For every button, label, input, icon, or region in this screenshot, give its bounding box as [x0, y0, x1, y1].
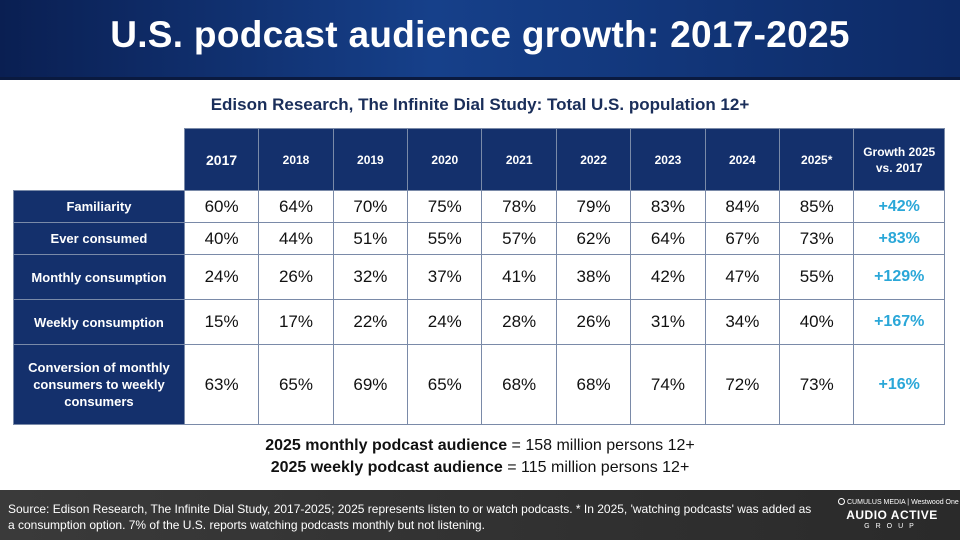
- table-row: Weekly consumption 15% 17% 22% 24% 28% 26% 31% 3…: [13, 299, 945, 345]
- value-cell: 47%: [704, 254, 781, 300]
- column-header: 2021: [481, 128, 557, 191]
- source-note: Source: Edison Research, The Infinite Di…: [8, 502, 812, 532]
- logo-partners: CUMULUS MEDIA | Westwood One: [838, 498, 959, 506]
- value-cell: 79%: [555, 190, 632, 223]
- growth-cell: +129%: [853, 254, 945, 300]
- value-cell: 84%: [704, 190, 781, 223]
- logo-sub-text: GROUP: [864, 523, 920, 530]
- value-cell: 24%: [407, 299, 483, 345]
- audio-active-group-logo: CUMULUS MEDIA | Westwood One AUDIO ACTIV…: [832, 498, 959, 534]
- growth-cell: +42%: [853, 190, 945, 223]
- value-cell: 31%: [630, 299, 706, 345]
- table-row: Monthly consumption 24% 26% 32% 37% 41% 38% 42%…: [13, 254, 945, 300]
- column-header: 2025*: [779, 128, 855, 191]
- value-cell: 34%: [704, 299, 781, 345]
- value-cell: 41%: [481, 254, 557, 300]
- row-label: Ever consumed: [13, 222, 185, 255]
- column-header: 2020: [407, 128, 483, 191]
- value-cell: 64%: [630, 222, 706, 255]
- audience-notes: 2025 monthly podcast audience = 158 mill…: [0, 435, 960, 479]
- weekly-audience-note: 2025 weekly podcast audience = 115 milli…: [0, 457, 960, 479]
- page-title: U.S. podcast audience growth: 2017-2025: [110, 14, 850, 55]
- value-cell: 83%: [630, 190, 706, 223]
- value-cell: 32%: [332, 254, 409, 300]
- value-cell: 17%: [258, 299, 334, 345]
- value-cell: 74%: [630, 344, 706, 425]
- value-cell: 75%: [407, 190, 483, 223]
- value-cell: 60%: [183, 190, 260, 223]
- monthly-audience-value: = 158 million persons 12+: [507, 437, 695, 454]
- value-cell: 73%: [779, 344, 855, 425]
- value-cell: 65%: [407, 344, 483, 425]
- data-table: 2017 2018 2019 2020 2021 2022 2023 2024 …: [13, 128, 945, 425]
- corner-cell: [14, 129, 185, 191]
- value-cell: 68%: [481, 344, 557, 425]
- weekly-audience-value: = 115 million persons 12+: [502, 459, 690, 476]
- row-label: Familiarity: [13, 190, 185, 223]
- value-cell: 73%: [779, 222, 855, 255]
- value-cell: 40%: [779, 299, 855, 345]
- value-cell: 67%: [704, 222, 781, 255]
- value-cell: 28%: [481, 299, 557, 345]
- value-cell: 85%: [779, 190, 855, 223]
- value-cell: 78%: [481, 190, 557, 223]
- logo-westwood-text: Westwood One: [911, 499, 959, 506]
- value-cell: 40%: [183, 222, 260, 255]
- value-cell: 22%: [332, 299, 409, 345]
- header-row: 2017 2018 2019 2020 2021 2022 2023 2024 …: [14, 128, 945, 191]
- logo-main-text: AUDIO ACTIVE: [846, 508, 938, 522]
- growth-cell: +83%: [853, 222, 945, 255]
- value-cell: 26%: [555, 299, 632, 345]
- column-header: 2022: [555, 128, 632, 191]
- value-cell: 70%: [332, 190, 409, 223]
- monthly-audience-note: 2025 monthly podcast audience = 158 mill…: [0, 435, 960, 457]
- value-cell: 15%: [183, 299, 260, 345]
- value-cell: 69%: [332, 344, 409, 425]
- column-header: 2024: [704, 128, 781, 191]
- column-header: 2018: [258, 128, 334, 191]
- weekly-audience-label: 2025 weekly podcast audience: [270, 459, 503, 476]
- value-cell: 57%: [481, 222, 557, 255]
- table-row: Familiarity 60% 64% 70% 75% 78% 79% 83% 84% 85% +4…: [13, 190, 945, 223]
- value-cell: 37%: [407, 254, 483, 300]
- growth-cell: +16%: [853, 344, 945, 425]
- column-header: 2023: [630, 128, 706, 191]
- value-cell: 38%: [555, 254, 632, 300]
- column-header: 2019: [332, 128, 409, 191]
- logo-cumulus-text: CUMULUS MEDIA: [847, 499, 906, 506]
- value-cell: 44%: [258, 222, 334, 255]
- value-cell: 55%: [407, 222, 483, 255]
- value-cell: 65%: [258, 344, 334, 425]
- value-cell: 51%: [332, 222, 409, 255]
- value-cell: 55%: [779, 254, 855, 300]
- row-label: Monthly consumption: [13, 254, 185, 300]
- table-row: Ever consumed 40% 44% 51% 55% 57% 62% 64% 67% 73%…: [13, 222, 945, 255]
- row-label: Weekly consumption: [13, 299, 185, 345]
- value-cell: 63%: [183, 344, 260, 425]
- table-subtitle: Edison Research, The Infinite Dial Study…: [210, 95, 750, 114]
- growth-column-header: Growth 2025 vs. 2017: [853, 128, 945, 191]
- table-row: Conversion of monthly consumers to weekl…: [13, 344, 945, 425]
- footer-bar: Source: Edison Research, The Infinite Di…: [0, 490, 960, 540]
- title-banner: U.S. podcast audience growth: 2017-2025: [0, 0, 960, 80]
- cumulus-icon: [838, 498, 845, 505]
- value-cell: 64%: [258, 190, 334, 223]
- value-cell: 68%: [555, 344, 632, 425]
- monthly-audience-label: 2025 monthly podcast audience: [265, 437, 508, 454]
- growth-cell: +167%: [853, 299, 945, 345]
- column-header: 2017: [183, 128, 260, 191]
- row-label: Conversion of monthly consumers to weekl…: [13, 344, 185, 425]
- value-cell: 26%: [258, 254, 334, 300]
- value-cell: 42%: [630, 254, 706, 300]
- value-cell: 24%: [183, 254, 260, 300]
- value-cell: 72%: [704, 344, 781, 425]
- value-cell: 62%: [555, 222, 632, 255]
